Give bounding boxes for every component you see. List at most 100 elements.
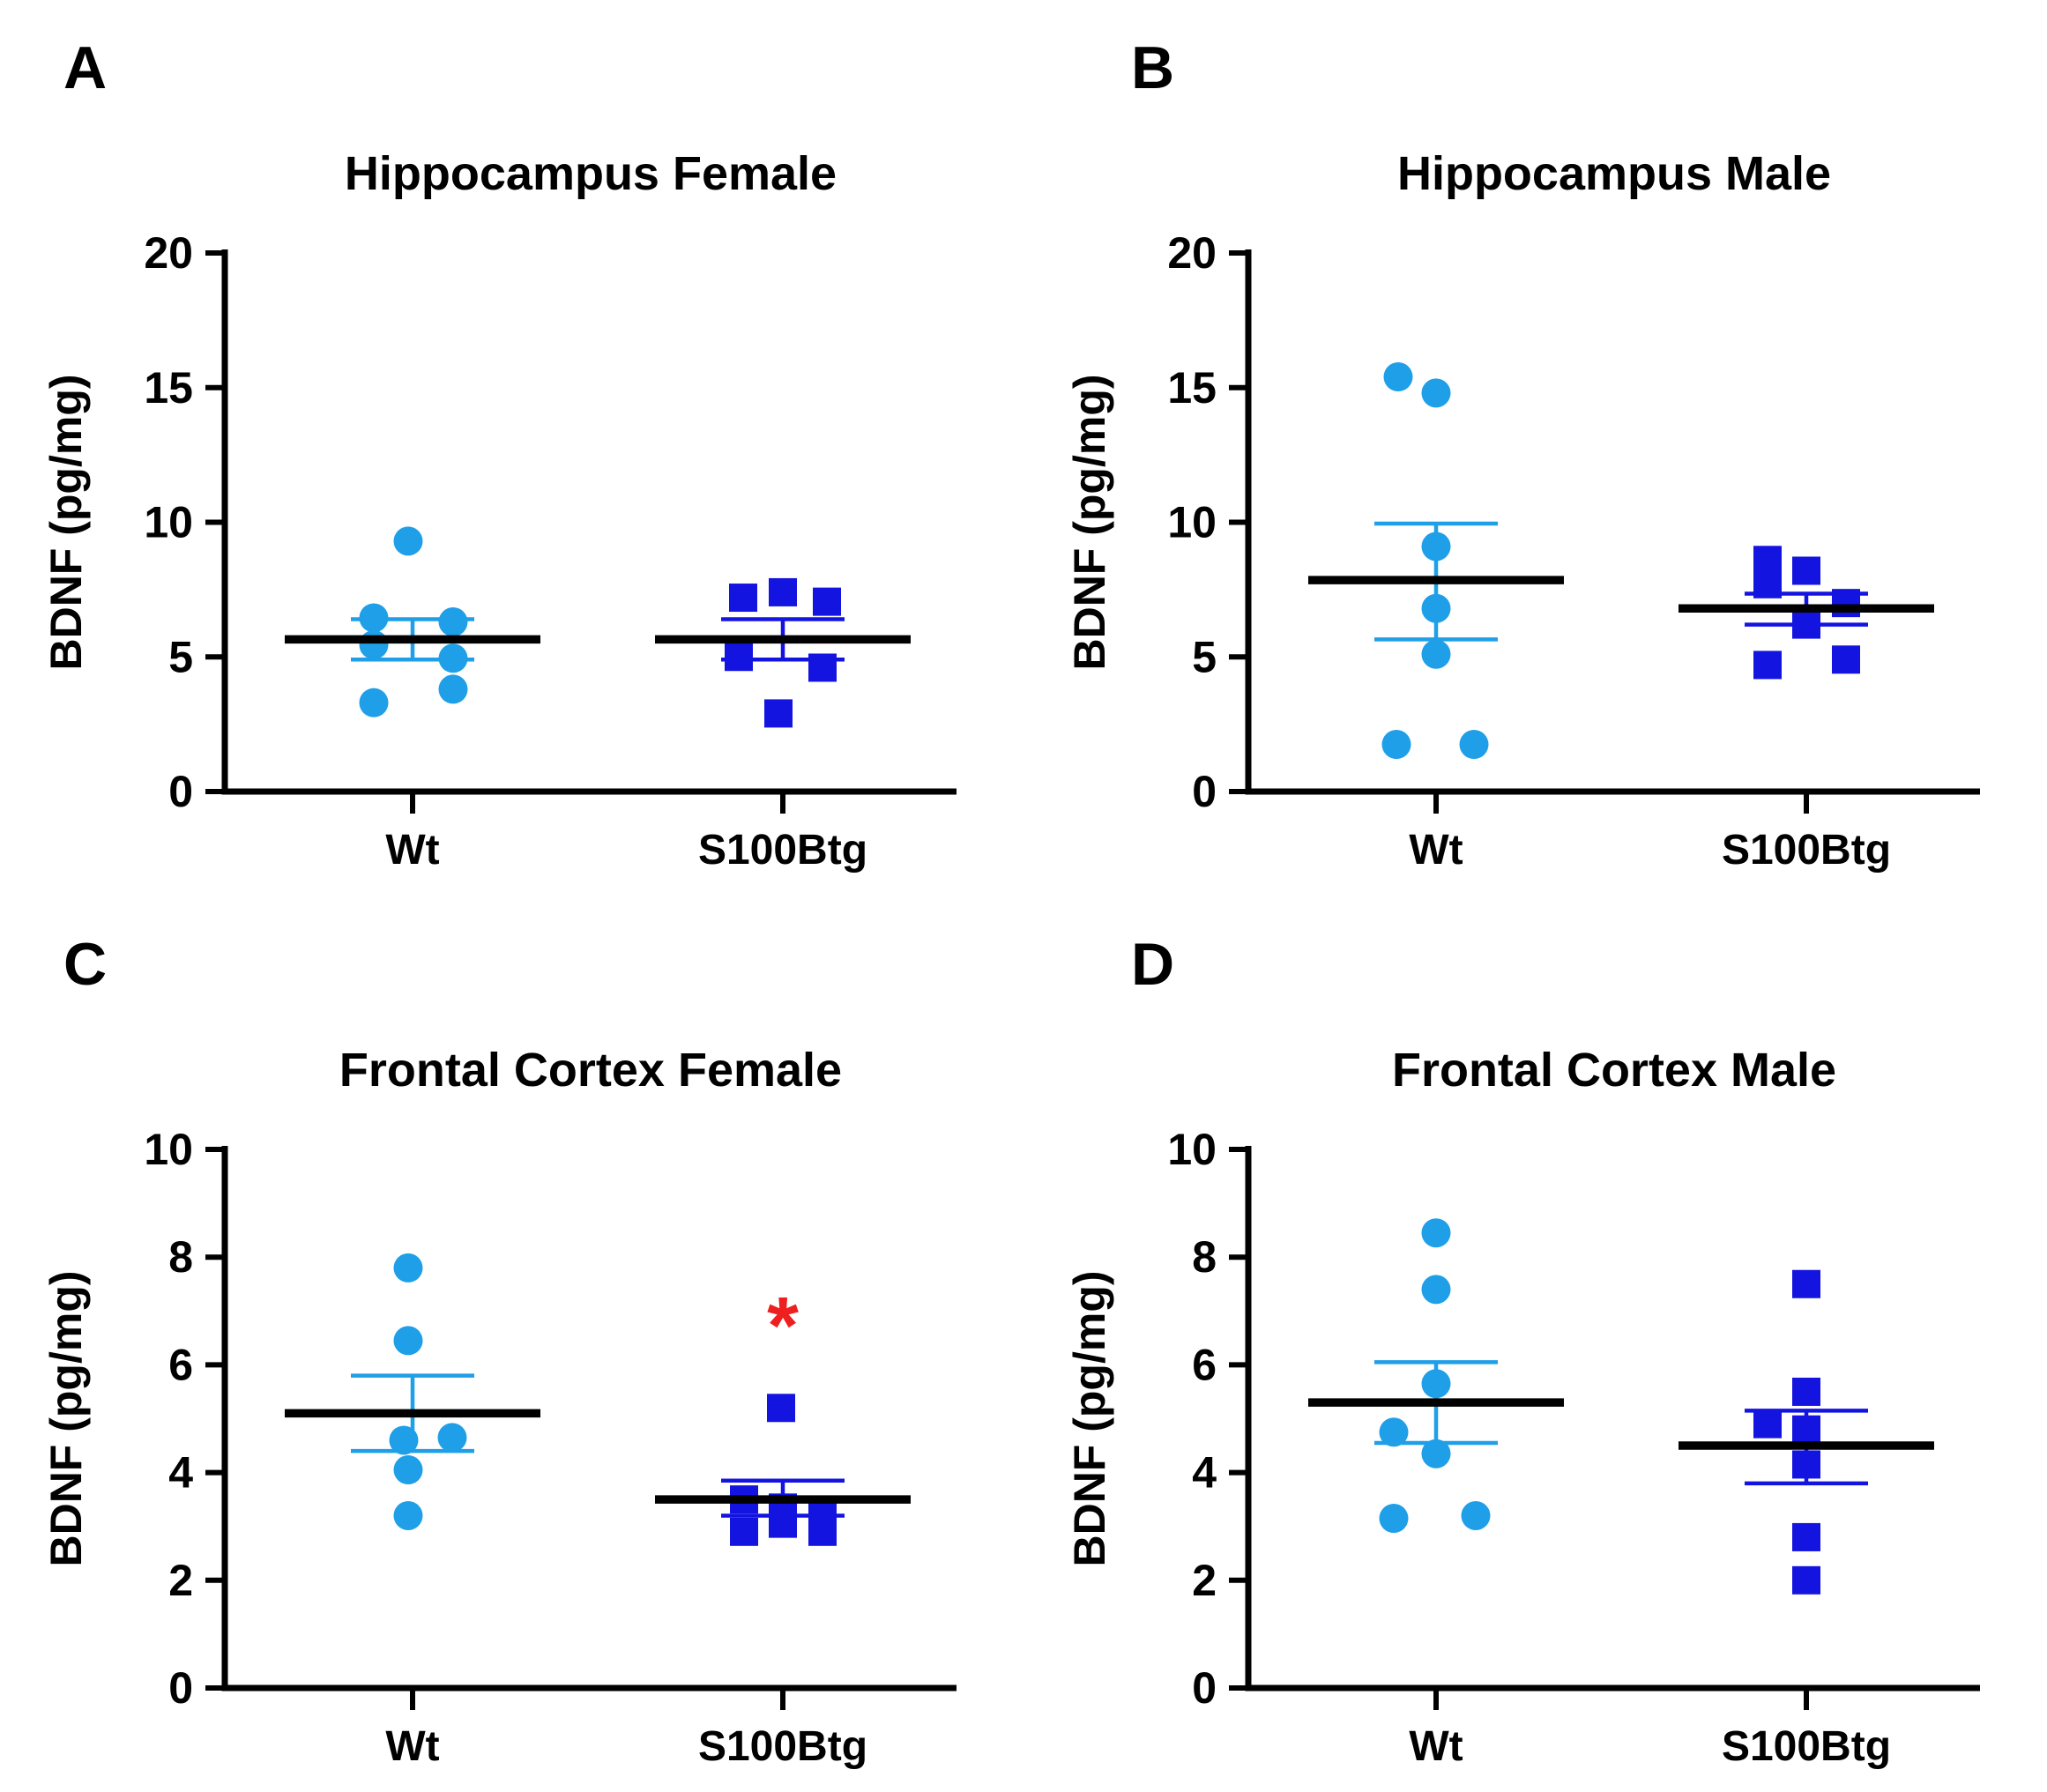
data-point <box>813 587 841 616</box>
data-point <box>1753 546 1782 575</box>
y-tick-label: 8 <box>1192 1232 1217 1282</box>
y-tick-label: 4 <box>168 1448 193 1498</box>
x-tick-label: Wt <box>1409 827 1463 874</box>
data-point <box>769 1509 797 1538</box>
data-point <box>1421 1275 1451 1305</box>
x-tick-label: Wt <box>1409 1723 1463 1770</box>
significance-asterisk: * <box>767 1282 799 1372</box>
y-tick-label: 20 <box>1167 228 1217 278</box>
data-point <box>808 1517 837 1546</box>
y-tick-label: 0 <box>1192 1663 1217 1713</box>
data-point <box>393 526 423 556</box>
data-point <box>1832 645 1860 674</box>
panel-label: D <box>1131 931 1174 998</box>
y-tick-label: 20 <box>144 228 193 278</box>
data-point <box>437 1423 467 1453</box>
y-tick-label: 6 <box>1192 1340 1217 1389</box>
y-tick-label: 15 <box>144 363 193 413</box>
chart-title: Frontal Cortex Male <box>1392 1044 1836 1097</box>
y-axis-label: BDNF (pg/mg) <box>41 374 91 670</box>
data-point <box>1792 1377 1820 1406</box>
data-point <box>393 1253 423 1283</box>
data-point <box>1421 593 1451 623</box>
chart-title: Hippocampus Female <box>345 147 837 200</box>
x-tick-label: S100Btg <box>1722 827 1891 874</box>
x-tick-label: Wt <box>385 827 439 874</box>
panel-label: B <box>1131 34 1174 101</box>
x-tick-label: S100Btg <box>1722 1723 1891 1770</box>
y-axis-label: BDNF (pg/mg) <box>41 1270 91 1566</box>
y-tick-label: 4 <box>1192 1448 1217 1498</box>
y-tick-label: 0 <box>168 1663 193 1713</box>
panel-d: D Frontal Cortex Male BDNF (pg/mg) 0 2 4 6 8 10 W… <box>1024 896 2047 1792</box>
panel-b: B Hippocampus Male BDNF (pg/mg) 0 5 10 15 20 Wt S… <box>1024 0 2047 896</box>
chart-title: Hippocampus Male <box>1397 147 1831 200</box>
data-point <box>1461 1500 1491 1530</box>
data-point <box>359 688 389 718</box>
panel-c-chart: C Frontal Cortex Female BDNF (pg/mg) 0 2 4 6 8 1… <box>41 931 957 1770</box>
data-point <box>1379 1417 1409 1447</box>
y-tick-label: 5 <box>1192 632 1217 681</box>
data-point <box>1421 1218 1451 1248</box>
y-tick-label: 0 <box>168 767 193 816</box>
data-point <box>1832 589 1860 618</box>
panel-b-chart: B Hippocampus Male BDNF (pg/mg) 0 5 10 15 20 Wt S… <box>1065 34 1980 874</box>
data-point <box>1383 362 1413 392</box>
data-point <box>1421 378 1451 408</box>
data-point <box>438 643 468 673</box>
data-point <box>808 653 837 682</box>
y-tick-label: 0 <box>1192 767 1217 816</box>
panel-label: C <box>63 931 107 998</box>
data-point <box>764 699 793 728</box>
data-point <box>729 584 757 613</box>
x-tick-label: Wt <box>385 1723 439 1770</box>
y-tick-label: 10 <box>144 1125 193 1174</box>
data-point <box>1792 1522 1820 1551</box>
data-point <box>359 630 389 660</box>
data-point <box>730 1517 758 1546</box>
data-point <box>1792 1269 1820 1298</box>
data-point <box>389 1425 419 1455</box>
data-point <box>393 1326 423 1356</box>
y-tick-label: 5 <box>168 632 193 681</box>
data-point <box>1753 651 1782 680</box>
x-tick-label: S100Btg <box>698 827 867 874</box>
data-point <box>767 1394 795 1423</box>
panel-a: A Hippocampus Female BDNF (pg/mg) 0 5 10 15 20 W… <box>0 0 1024 896</box>
data-point <box>1753 1409 1782 1439</box>
y-tick-label: 10 <box>144 498 193 547</box>
y-tick-label: 8 <box>168 1232 193 1282</box>
data-point <box>438 607 468 637</box>
chart-title: Frontal Cortex Female <box>339 1044 842 1097</box>
data-point <box>1792 1415 1820 1444</box>
data-point <box>1792 556 1820 585</box>
x-tick-label: S100Btg <box>698 1723 867 1770</box>
data-point <box>1753 569 1782 599</box>
data-point <box>1792 1450 1820 1479</box>
data-point <box>1792 610 1820 639</box>
data-point <box>1421 1439 1451 1469</box>
panel-a-chart: A Hippocampus Female BDNF (pg/mg) 0 5 10 15 20 W… <box>41 34 957 874</box>
y-tick-label: 2 <box>1192 1556 1217 1605</box>
panel-d-chart: D Frontal Cortex Male BDNF (pg/mg) 0 2 4 6 8 10 W… <box>1065 931 1980 1770</box>
data-point <box>1379 1504 1409 1534</box>
data-point <box>1381 730 1411 760</box>
data-point <box>1421 639 1451 669</box>
panel-c: C Frontal Cortex Female BDNF (pg/mg) 0 2 4 6 8 1… <box>0 896 1024 1792</box>
y-tick-label: 6 <box>168 1340 193 1389</box>
data-point <box>393 1455 423 1485</box>
y-axis-label: BDNF (pg/mg) <box>1065 374 1114 670</box>
data-point <box>1792 1565 1820 1595</box>
data-point <box>359 603 389 633</box>
data-point <box>1421 532 1451 561</box>
y-tick-label: 15 <box>1167 363 1217 413</box>
y-tick-label: 10 <box>1167 498 1217 547</box>
data-point <box>393 1500 423 1530</box>
data-point <box>725 643 753 672</box>
data-point <box>1421 1369 1451 1399</box>
data-point <box>438 674 468 704</box>
y-tick-label: 10 <box>1167 1125 1217 1174</box>
data-point <box>769 577 797 606</box>
y-axis-label: BDNF (pg/mg) <box>1065 1270 1114 1566</box>
